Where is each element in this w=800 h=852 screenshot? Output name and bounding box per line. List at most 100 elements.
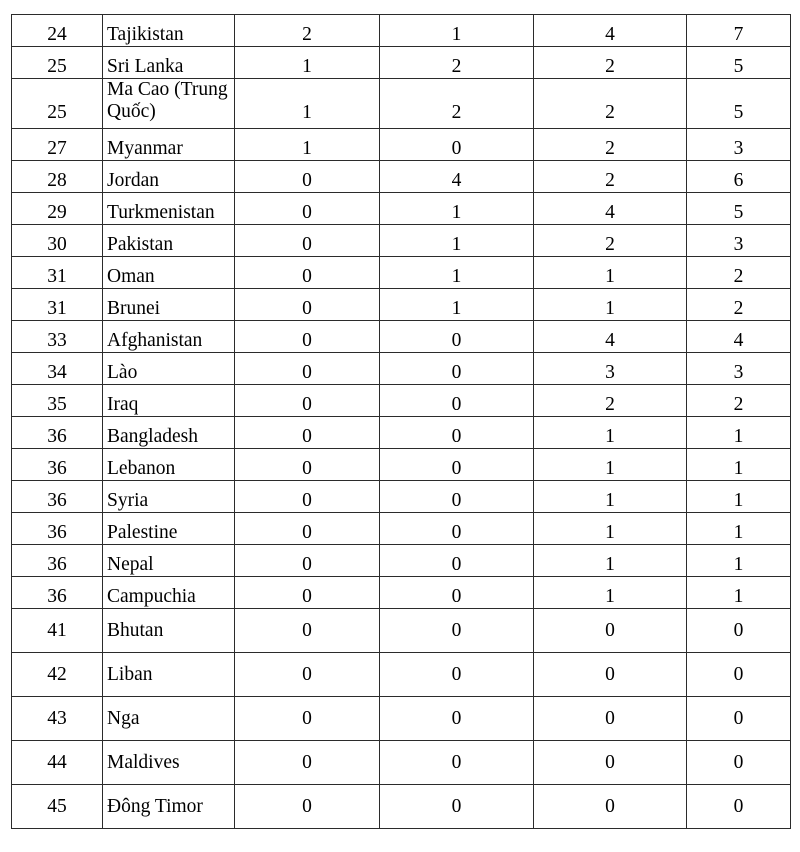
table-row: 45 Đông Timor 0 0 0 0	[11, 784, 791, 829]
cell-rank: 36	[11, 448, 103, 481]
cell-value-2: 0	[379, 652, 534, 697]
cell-value-3: 4	[533, 192, 687, 225]
cell-value-1: 0	[234, 448, 380, 481]
cell-country: Brunei	[102, 288, 235, 321]
table-row: 36 Palestine 0 0 1 1	[11, 512, 791, 545]
cell-value-2: 0	[379, 608, 534, 653]
cell-value-3: 1	[533, 576, 687, 609]
cell-country: Đông Timor	[102, 784, 235, 829]
cell-country: Liban	[102, 652, 235, 697]
cell-value-2: 0	[379, 448, 534, 481]
cell-total: 1	[686, 448, 791, 481]
cell-rank: 43	[11, 696, 103, 741]
cell-value-2: 1	[379, 256, 534, 289]
medal-table-body: 24 Tajikistan 2 1 4 7 25 Sri Lanka 1 2 2 5 25 Ma Cao …	[11, 14, 791, 829]
cell-value-3: 2	[533, 78, 687, 129]
cell-country: Bhutan	[102, 608, 235, 653]
table-row: 42 Liban 0 0 0 0	[11, 652, 791, 697]
cell-total: 1	[686, 416, 791, 449]
cell-country: Ma Cao (Trung Quốc)	[102, 78, 235, 129]
cell-country: Tajikistan	[102, 14, 235, 47]
cell-total: 3	[686, 128, 791, 161]
cell-total: 2	[686, 256, 791, 289]
cell-value-3: 1	[533, 544, 687, 577]
cell-value-3: 1	[533, 256, 687, 289]
cell-rank: 25	[11, 78, 103, 129]
cell-country: Campuchia	[102, 576, 235, 609]
cell-value-2: 1	[379, 288, 534, 321]
table-row: 35 Iraq 0 0 2 2	[11, 384, 791, 417]
cell-total: 3	[686, 224, 791, 257]
cell-value-3: 4	[533, 320, 687, 353]
cell-value-2: 0	[379, 576, 534, 609]
table-row: 31 Oman 0 1 1 2	[11, 256, 791, 289]
table-row: 36 Syria 0 0 1 1	[11, 480, 791, 513]
cell-rank: 27	[11, 128, 103, 161]
cell-total: 2	[686, 288, 791, 321]
cell-value-1: 1	[234, 128, 380, 161]
cell-value-1: 0	[234, 740, 380, 785]
cell-total: 4	[686, 320, 791, 353]
cell-total: 5	[686, 78, 791, 129]
cell-total: 0	[686, 608, 791, 653]
cell-value-1: 0	[234, 544, 380, 577]
cell-country: Jordan	[102, 160, 235, 193]
cell-rank: 31	[11, 256, 103, 289]
table-row: 36 Bangladesh 0 0 1 1	[11, 416, 791, 449]
cell-rank: 36	[11, 576, 103, 609]
table-row: 34 Lào 0 0 3 3	[11, 352, 791, 385]
cell-value-1: 2	[234, 14, 380, 47]
cell-value-1: 0	[234, 416, 380, 449]
cell-country: Lebanon	[102, 448, 235, 481]
cell-value-1: 0	[234, 224, 380, 257]
cell-country: Palestine	[102, 512, 235, 545]
cell-value-3: 1	[533, 288, 687, 321]
cell-value-2: 0	[379, 384, 534, 417]
cell-rank: 30	[11, 224, 103, 257]
cell-value-2: 0	[379, 416, 534, 449]
cell-rank: 28	[11, 160, 103, 193]
cell-total: 0	[686, 652, 791, 697]
cell-total: 0	[686, 696, 791, 741]
cell-total: 1	[686, 576, 791, 609]
medal-standings-table-container: 24 Tajikistan 2 1 4 7 25 Sri Lanka 1 2 2 5 25 Ma Cao …	[11, 14, 791, 829]
cell-value-1: 0	[234, 320, 380, 353]
cell-rank: 25	[11, 46, 103, 79]
cell-rank: 31	[11, 288, 103, 321]
cell-value-2: 0	[379, 352, 534, 385]
cell-total: 2	[686, 384, 791, 417]
table-row: 24 Tajikistan 2 1 4 7	[11, 14, 791, 47]
cell-rank: 42	[11, 652, 103, 697]
cell-value-3: 2	[533, 224, 687, 257]
cell-country: Maldives	[102, 740, 235, 785]
cell-value-1: 0	[234, 480, 380, 513]
cell-rank: 44	[11, 740, 103, 785]
table-row: 31 Brunei 0 1 1 2	[11, 288, 791, 321]
cell-country: Pakistan	[102, 224, 235, 257]
cell-country: Nga	[102, 696, 235, 741]
cell-value-2: 0	[379, 740, 534, 785]
cell-rank: 45	[11, 784, 103, 829]
cell-value-2: 1	[379, 192, 534, 225]
cell-value-3: 2	[533, 384, 687, 417]
cell-value-3: 2	[533, 46, 687, 79]
cell-total: 7	[686, 14, 791, 47]
cell-value-1: 0	[234, 288, 380, 321]
cell-rank: 35	[11, 384, 103, 417]
cell-country: Oman	[102, 256, 235, 289]
cell-value-1: 0	[234, 256, 380, 289]
cell-value-1: 0	[234, 192, 380, 225]
cell-value-1: 0	[234, 512, 380, 545]
table-row: 44 Maldives 0 0 0 0	[11, 740, 791, 785]
table-row: 30 Pakistan 0 1 2 3	[11, 224, 791, 257]
cell-value-2: 0	[379, 128, 534, 161]
cell-rank: 36	[11, 480, 103, 513]
cell-country: Turkmenistan	[102, 192, 235, 225]
cell-value-1: 0	[234, 784, 380, 829]
cell-value-1: 1	[234, 46, 380, 79]
cell-total: 0	[686, 784, 791, 829]
cell-value-3: 4	[533, 14, 687, 47]
cell-value-3: 2	[533, 160, 687, 193]
cell-value-1: 0	[234, 352, 380, 385]
cell-value-3: 0	[533, 784, 687, 829]
